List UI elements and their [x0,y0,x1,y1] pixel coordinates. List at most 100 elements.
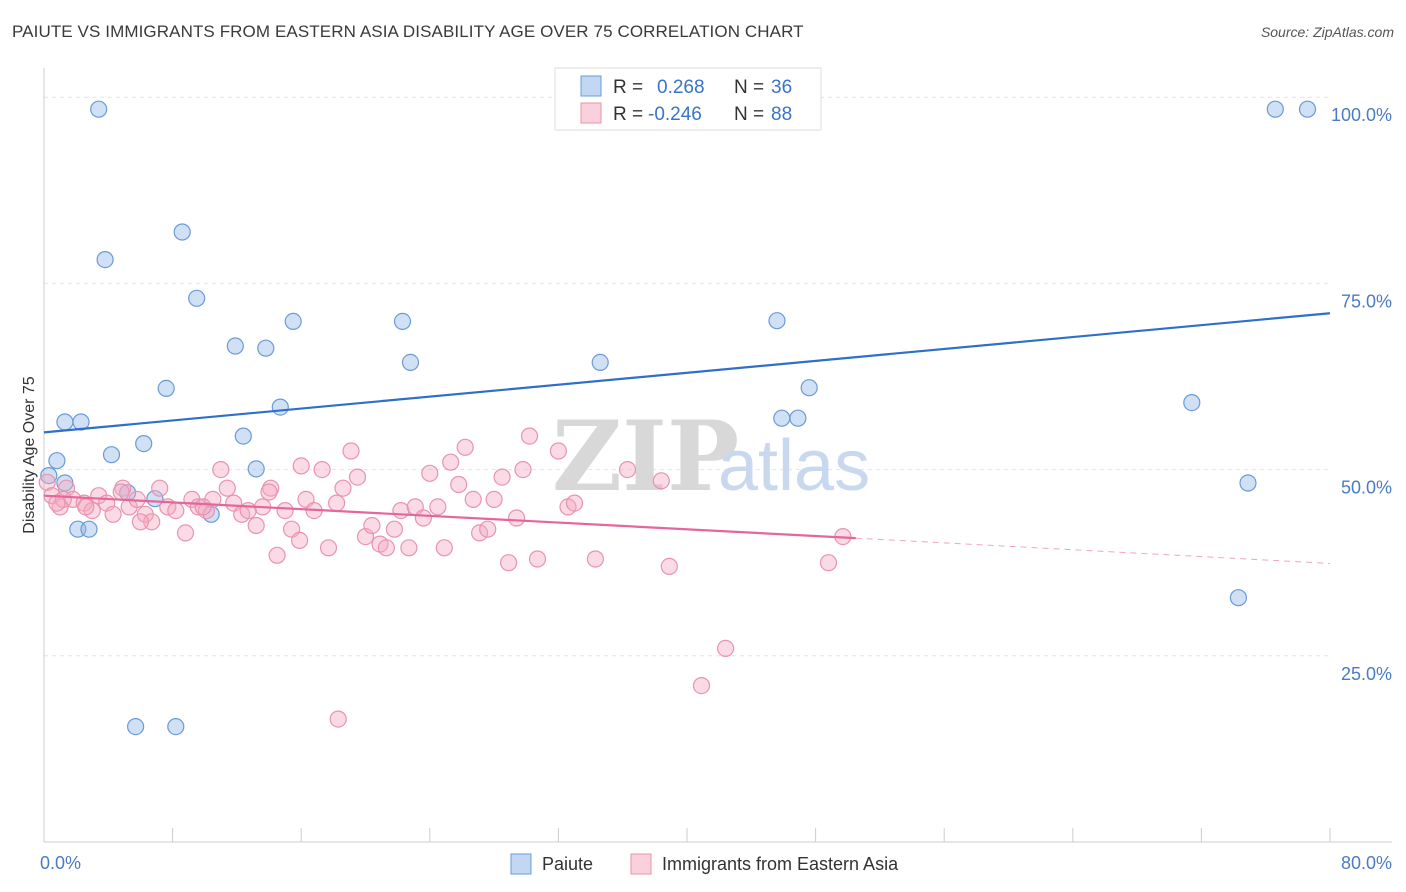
point-paiute [789,409,807,427]
point-immigrants [565,494,584,512]
point-immigrants [493,468,511,486]
watermark-zip: ZIP [552,400,739,513]
x-tick-label: 80.0% [1341,853,1392,873]
trend-lines [43,312,1331,564]
point-immigrants [319,539,338,557]
point-paiute [1229,589,1248,607]
point-paiute [800,379,818,397]
point-paiute [247,460,265,478]
watermark-atlas: atlas [718,426,870,506]
y-tick-label: 100.0% [1331,105,1392,125]
point-immigrants [363,516,381,535]
point-immigrants [716,639,735,658]
chart-title: PAIUTE VS IMMIGRANTS FROM EASTERN ASIA D… [12,22,804,41]
point-paiute [48,452,66,470]
point-paiute [167,717,185,736]
legend-bottom-swatch-paiute [510,853,532,875]
tick-labels: 25.0% 50.0% 75.0% 100.0% 0.0% 80.0% [40,105,1392,873]
point-immigrants [586,550,605,568]
point-immigrants [313,461,331,479]
legend-n-label-paiute: N = [734,77,764,98]
legend-r-value-paiute: 0.268 [657,77,705,98]
point-paiute [188,289,206,307]
point-paiute [173,223,191,241]
point-paiute [90,100,108,118]
point-immigrants [64,490,82,508]
point-immigrants [247,516,265,535]
point-immigrants [77,498,95,516]
point-paiute [768,312,786,330]
point-immigrants [392,502,410,520]
point-immigrants [212,461,230,479]
point-immigrants [348,468,367,486]
legend-bottom-label-paiute: Paiute [542,854,593,874]
point-immigrants [464,490,482,508]
point-paiute [1266,100,1284,118]
point-immigrants [151,479,169,497]
legend-bottom: Paiute Immigrants from Eastern Asia [510,853,899,875]
legend-n-label-immigrants: N = [734,104,764,125]
point-immigrants [48,494,66,512]
point-immigrants [471,524,489,542]
data-points [38,100,1317,736]
point-paiute [401,353,420,371]
point-immigrants [104,505,122,523]
y-tick-label: 25.0% [1341,664,1392,684]
point-paiute [157,379,175,397]
point-paiute [226,337,244,355]
point-immigrants [176,524,195,542]
point-paiute [102,446,121,464]
axes [43,68,1392,843]
point-paiute [135,435,153,453]
chart-source: Source: ZipAtlas.com [1260,24,1394,40]
point-immigrants [618,461,637,479]
point-immigrants [479,520,497,538]
point-immigrants [414,509,432,527]
legend-swatch-paiute [580,75,602,97]
point-paiute [234,427,252,445]
point-immigrants [268,546,286,564]
point-immigrants [38,473,56,491]
point-immigrants [507,509,526,527]
point-immigrants [291,531,309,550]
grid-lines [44,96,1330,657]
point-immigrants [334,479,352,497]
point-immigrants [442,453,460,471]
point-immigrants [131,513,149,531]
point-paiute [393,312,412,330]
point-paiute [127,717,145,736]
point-paiute [1239,474,1257,492]
point-paiute [56,413,74,431]
legend-top: R = 0.268 N = 36 R = -0.246 N = 88 [554,67,822,131]
point-immigrants [112,483,130,501]
trend-line-paiute [43,312,1331,434]
point-immigrants [328,494,346,512]
legend-bottom-swatch-immigrants [630,853,652,875]
point-immigrants [520,427,539,445]
point-immigrants [652,472,670,490]
point-immigrants [485,490,503,508]
point-immigrants [660,557,678,576]
point-paiute [1298,100,1317,118]
legend-swatch-immigrants [580,102,602,124]
point-paiute [96,251,114,269]
point-paiute [591,353,609,371]
point-immigrants [260,483,278,501]
point-immigrants [549,442,568,460]
y-axis-label: Disability Age Over 75 [21,376,38,534]
legend-r-label-paiute: R = [613,77,643,98]
point-immigrants [514,461,532,479]
point-immigrants [450,475,468,494]
point-paiute [80,520,98,538]
y-tick-label: 75.0% [1341,291,1392,311]
point-paiute [257,339,275,357]
legend-n-value-immigrants: 88 [771,104,792,125]
legend-r-label-immigrants: R = [613,104,643,125]
x-tick-label: 0.0% [40,853,81,873]
point-immigrants [456,438,474,456]
point-immigrants [528,550,547,568]
point-paiute [284,312,302,330]
trend-line-immigrants [43,494,856,540]
point-immigrants [194,498,212,516]
